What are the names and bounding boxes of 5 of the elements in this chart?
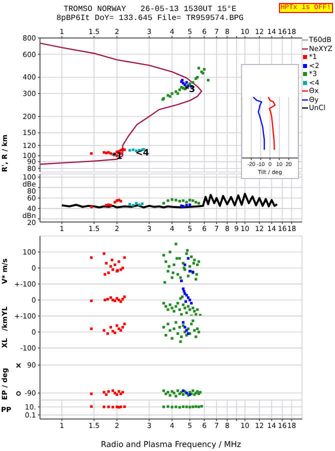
x-axis-title: Radio and Plasma Frequency / MHz bbox=[100, 440, 242, 449]
chart-title: TROMSO NORWAY 26-05-13 1530UT 15°E bbox=[64, 5, 236, 14]
annotation: *3 bbox=[184, 85, 196, 96]
chart-subtitle: 8pBP6It DoY= 133.645 File= TR959574.BPG bbox=[55, 14, 245, 23]
annotation: <4 bbox=[135, 148, 150, 159]
